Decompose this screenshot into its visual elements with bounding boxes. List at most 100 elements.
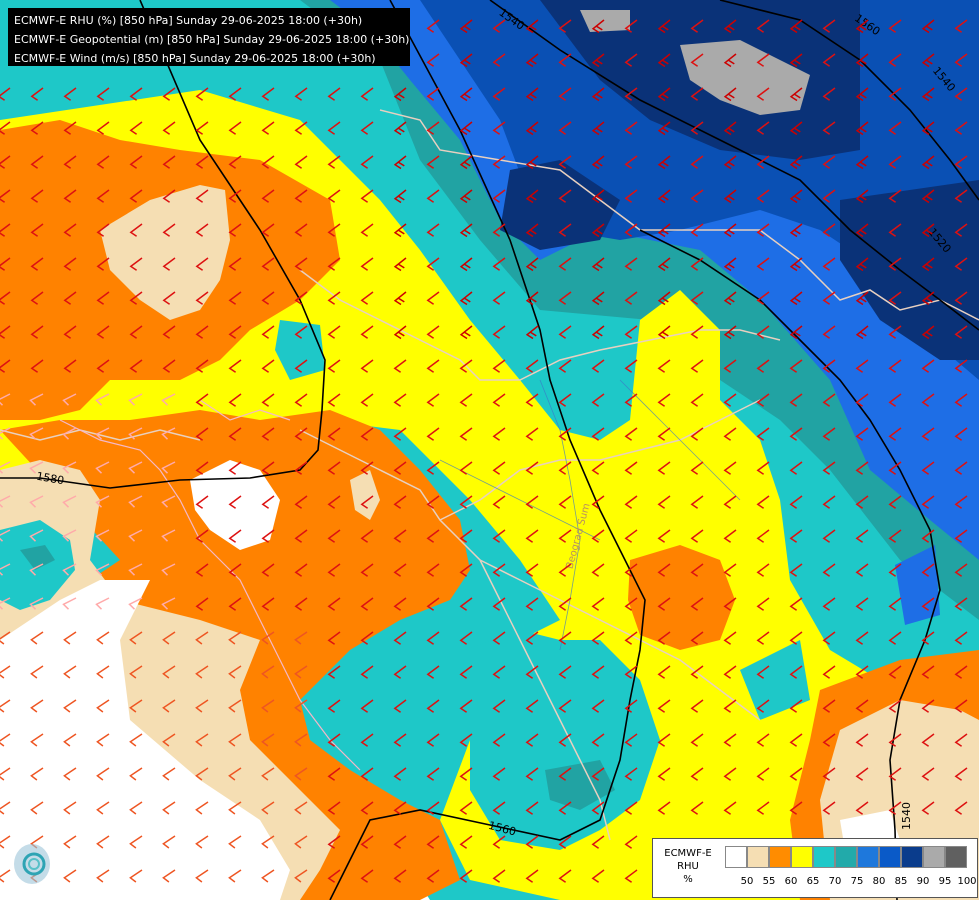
wind-barb [591, 699, 605, 713]
title-line-geopotential: ECMWF-E Geopotential (m) [850 hPa] Sunda… [14, 33, 410, 46]
wind-barb [624, 291, 638, 305]
wind-barb [492, 631, 506, 645]
wind-barb [62, 529, 77, 542]
wind-barb [756, 631, 770, 645]
legend-tick-label: 60 [784, 876, 798, 887]
wind-barb [789, 767, 803, 781]
wind-barb [30, 733, 44, 747]
wind-barb [921, 665, 935, 679]
wind-barb [723, 767, 737, 781]
wind-barb [195, 699, 209, 713]
wind-barb [261, 767, 275, 781]
wind-barb [96, 665, 110, 679]
wind-barb [624, 733, 638, 747]
wind-barb [459, 495, 473, 509]
wind-barb [0, 291, 11, 305]
wind-barb [855, 427, 869, 441]
wind-barb [756, 291, 770, 305]
wind-barb [657, 665, 671, 679]
wind-barb [162, 699, 176, 713]
wind-barb [756, 121, 770, 135]
wind-barb [492, 155, 506, 169]
wind-barb [195, 223, 209, 237]
wind-barb [921, 393, 935, 407]
wind-barb [789, 393, 803, 407]
wind-barb [525, 291, 539, 306]
wind-barb [624, 155, 638, 169]
wind-barb [525, 801, 539, 815]
wind-barb [492, 87, 506, 101]
wind-barb [558, 257, 572, 271]
legend-tick-label: 75 [850, 876, 864, 887]
wind-barb [96, 699, 110, 713]
wind-barb [954, 87, 968, 101]
wind-barb [195, 155, 209, 169]
wind-barb [690, 665, 704, 679]
wind-barb [723, 699, 737, 713]
wind-barb [360, 495, 374, 509]
wind-barb [822, 325, 836, 339]
wind-barb [624, 53, 638, 67]
wind-barb [294, 835, 308, 849]
wind-barb [128, 529, 143, 542]
wind-barb [96, 801, 110, 815]
wind-barb [525, 53, 539, 68]
wind-barb [162, 291, 176, 305]
wind-barb [624, 427, 638, 441]
wind-barb [657, 53, 671, 68]
wind-barb [525, 121, 539, 136]
wind-barb [822, 495, 836, 509]
wind-barb [327, 291, 341, 305]
wind-barb [0, 223, 11, 237]
wind-barb [789, 223, 803, 238]
wind-barb [624, 563, 638, 577]
wind-barb [162, 325, 176, 339]
wind-barb [129, 631, 143, 645]
wind-barb [360, 257, 374, 271]
wind-barb [723, 121, 737, 136]
wind-barb [195, 801, 209, 815]
wind-barb [888, 699, 902, 713]
wind-barb [723, 665, 737, 679]
wind-barb [63, 699, 77, 713]
wind-barb [228, 121, 242, 135]
wind-barb [558, 801, 572, 815]
wind-barb [360, 189, 374, 203]
wind-barb [393, 257, 407, 272]
wind-barb [954, 325, 968, 339]
wind-barb [756, 325, 770, 339]
wind-barb [327, 461, 341, 475]
wind-barb [0, 461, 11, 474]
wind-barb [161, 393, 176, 406]
wind-barb [195, 767, 209, 781]
wind-barb [426, 325, 440, 339]
wind-barb [128, 461, 143, 474]
wind-barb [789, 257, 803, 272]
wind-barb [558, 597, 572, 611]
wind-barb [492, 291, 506, 305]
wind-barb [855, 461, 869, 475]
wind-barb [195, 189, 209, 203]
wind-barb [327, 767, 341, 781]
wind-barb [30, 699, 44, 713]
rh-75-band [895, 545, 940, 625]
wind-barb [29, 393, 44, 406]
wind-barb [657, 19, 671, 34]
wind-barb [360, 427, 374, 441]
wind-barb [426, 223, 440, 237]
wind-barb [657, 87, 671, 102]
wind-barb [294, 495, 308, 509]
wind-barb [0, 495, 11, 508]
wind-barb [228, 529, 242, 543]
wind-barb [921, 19, 935, 34]
wind-barb [426, 189, 440, 203]
wind-barb [657, 291, 671, 306]
wind-barb [723, 19, 737, 34]
rh-90-band [680, 40, 810, 115]
wind-barb [162, 869, 176, 883]
wind-barb [0, 835, 11, 849]
wind-barb [789, 631, 803, 645]
wind-barb [624, 121, 638, 135]
wind-barb [657, 495, 671, 509]
wind-barb [558, 223, 572, 237]
